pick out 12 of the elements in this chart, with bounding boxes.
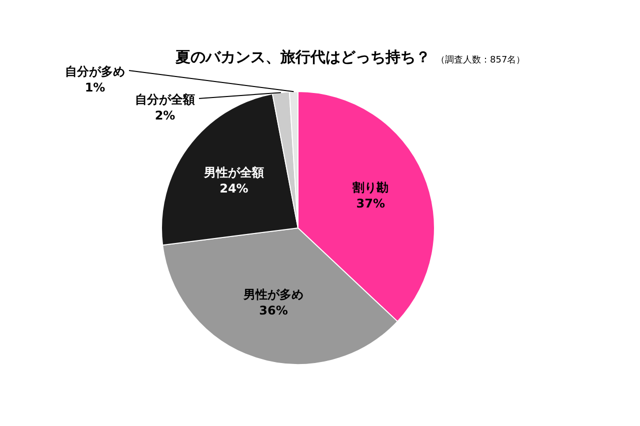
text: （調査人数：857名） — [436, 54, 526, 66]
slice-label: 割り勘 — [352, 180, 389, 195]
data-label: 2% — [154, 108, 176, 123]
data-label: 1% — [84, 80, 106, 95]
slice-label: 自分が全額 — [135, 92, 195, 107]
slice-label: 男性が多め — [242, 287, 304, 302]
data-label: 37% — [356, 196, 386, 211]
data-label: 36% — [259, 303, 288, 318]
chart-title: 夏のバカンス、旅行代はどっち持ち？ — [174, 48, 430, 66]
slice-label: 自分が多め — [65, 64, 125, 79]
data-label: 24% — [220, 182, 248, 196]
slice-label: 男性が全額 — [202, 166, 264, 180]
